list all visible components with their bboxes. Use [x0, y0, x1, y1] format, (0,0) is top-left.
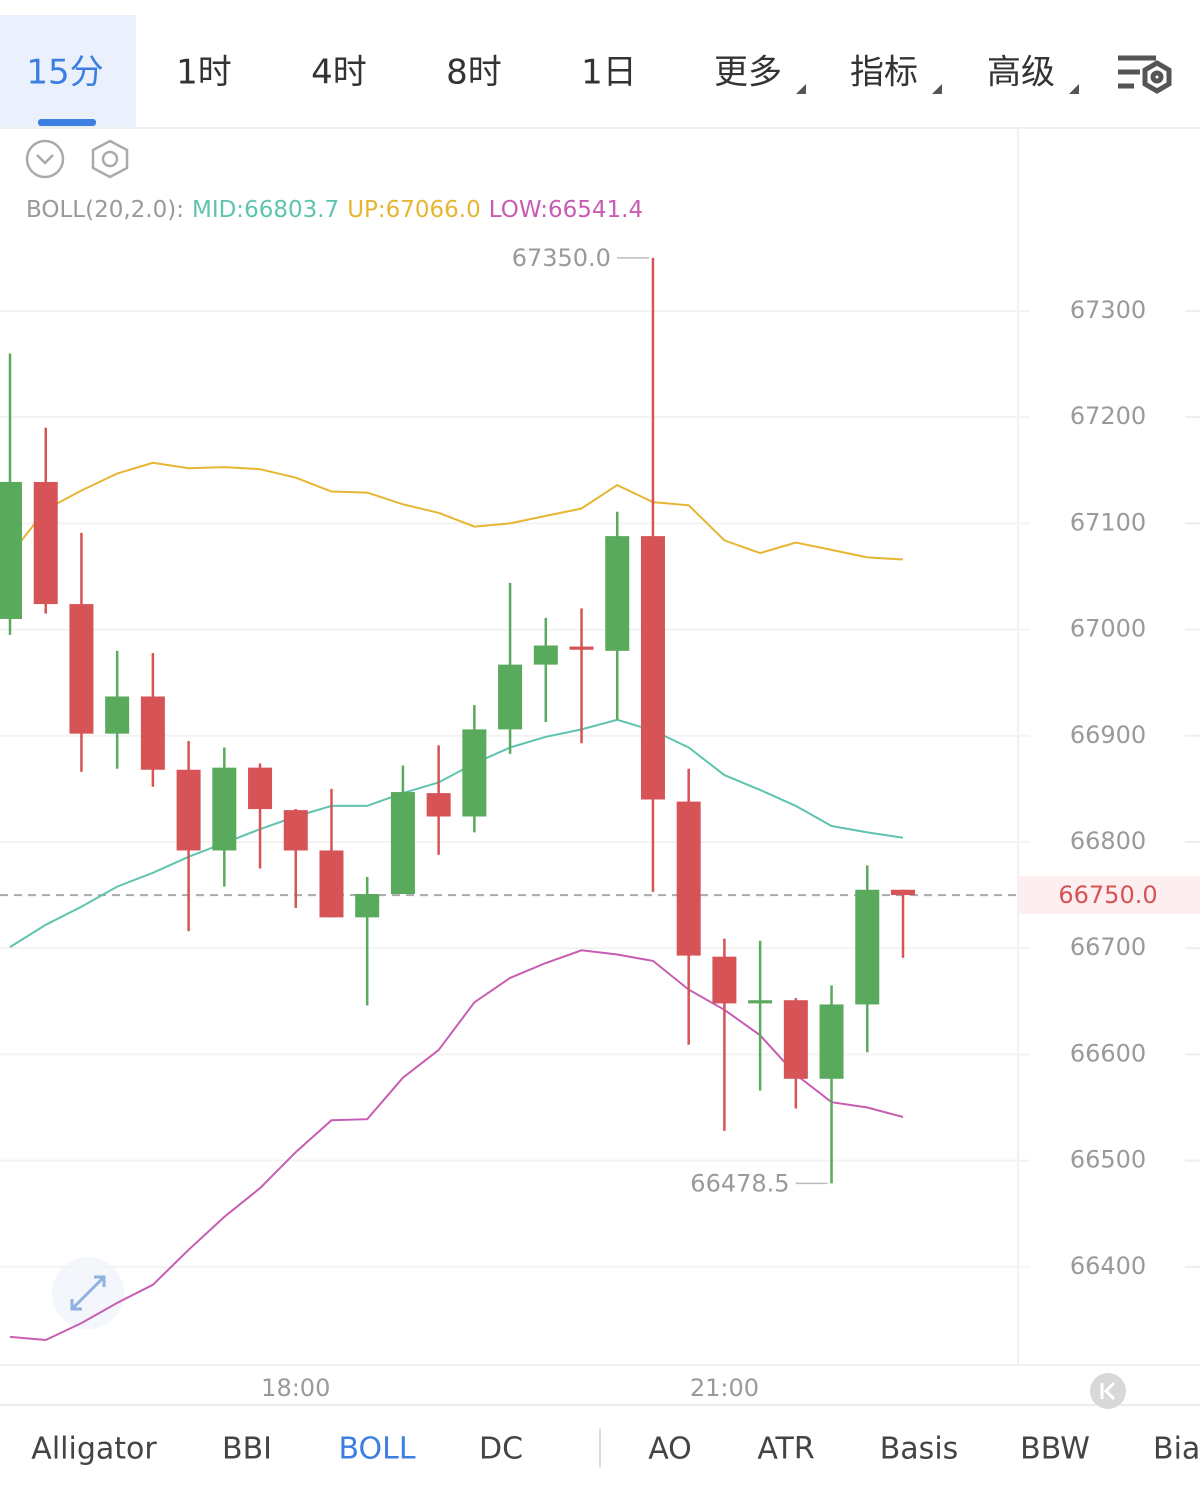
indicator-tab[interactable]: ATR	[757, 1432, 814, 1467]
indicator-tab[interactable]: BBI	[222, 1432, 272, 1467]
timeframe-tab[interactable]: 8时	[446, 53, 502, 93]
candle-body	[712, 956, 737, 1004]
indicator-tab[interactable]: Alligator	[31, 1432, 157, 1467]
boll-line	[9, 461, 904, 561]
candle-body	[640, 536, 665, 800]
x-tick-label: 21:00	[690, 1374, 759, 1402]
timeframe-tab[interactable]: 4时	[311, 53, 367, 93]
boll-line	[9, 949, 904, 1342]
indicator-tab[interactable]: DC	[479, 1432, 523, 1467]
candle-body	[819, 1004, 844, 1079]
x-tick-label: 18:00	[261, 1374, 330, 1402]
y-tick-label: 67200	[1070, 402, 1146, 430]
timeframe-tab[interactable]: 更多	[714, 53, 782, 93]
min-label: 66478.5	[690, 1169, 789, 1197]
settings-hex-icon[interactable]	[91, 139, 129, 179]
candle-body	[319, 850, 344, 918]
y-tick-label: 67300	[1070, 296, 1146, 324]
indicator-legend: BOLL(20,2.0): MID:66803.7 UP:67066.0 LOW:66…	[26, 197, 643, 223]
legend-value: 67066.0	[386, 197, 481, 223]
candle-body	[33, 481, 58, 605]
candle-body	[533, 645, 558, 665]
dropdown-arrow	[796, 84, 806, 94]
candle-body	[283, 810, 308, 851]
timeframe-tab[interactable]: 15分	[26, 53, 103, 93]
dropdown-arrow	[932, 84, 942, 94]
candle-body	[0, 481, 22, 619]
indicator-tab[interactable]: Basis	[880, 1432, 959, 1467]
candle-body	[390, 792, 415, 895]
timeframe-tab[interactable]: 1时	[176, 53, 232, 93]
legend-value: 66803.7	[244, 197, 339, 223]
candle-body	[140, 696, 165, 770]
candle-body	[105, 696, 130, 734]
legend-name: MID:	[192, 197, 244, 223]
candle-body	[748, 1000, 773, 1004]
indicator-name: BOLL(20,2.0):	[26, 197, 184, 223]
active-tab-bg	[0, 15, 136, 127]
active-tab-indicator	[38, 119, 96, 126]
candle-body	[212, 767, 237, 851]
indicator-tab[interactable]: BBW	[1020, 1432, 1090, 1467]
candle-body	[176, 769, 201, 851]
y-tick-label: 67100	[1070, 508, 1146, 536]
candle-body	[426, 793, 451, 817]
candle-body	[783, 1000, 808, 1079]
indicator-tab[interactable]: BOLL	[338, 1432, 415, 1467]
candle-body	[676, 801, 701, 956]
boll-line	[9, 718, 904, 948]
indicator-tab[interactable]: Bias	[1153, 1432, 1200, 1467]
y-tick-label: 67000	[1070, 615, 1146, 643]
candle-body	[569, 646, 594, 650]
timeframe-tab[interactable]: 指标	[850, 53, 918, 93]
dropdown-arrow	[1069, 84, 1079, 94]
y-tick-label: 66900	[1070, 721, 1146, 749]
expand-button[interactable]	[52, 1257, 124, 1329]
indicator-tab[interactable]: AO	[648, 1432, 692, 1467]
candle-body	[462, 729, 487, 817]
y-tick-label: 66700	[1070, 933, 1146, 961]
candle-body	[248, 767, 273, 810]
y-tick-label: 66600	[1070, 1039, 1146, 1067]
collapse-icon[interactable]	[25, 139, 65, 179]
candle-body	[69, 604, 94, 734]
y-tick-label: 66800	[1070, 827, 1146, 855]
y-tick-label: 66500	[1070, 1146, 1146, 1174]
scroll-latest-button[interactable]	[1090, 1373, 1126, 1409]
candle-body	[891, 889, 915, 896]
candle-body	[498, 664, 523, 730]
candle-body	[605, 536, 630, 651]
max-label: 67350.0	[512, 244, 611, 272]
timeframe-tab[interactable]: 高级	[987, 53, 1055, 93]
legend-name: UP:	[347, 197, 385, 223]
candle-body	[855, 889, 880, 1005]
settings-icon[interactable]	[1118, 55, 1172, 94]
candle-body	[355, 894, 380, 918]
last-price-box	[1018, 876, 1200, 915]
legend-name: LOW:	[489, 197, 548, 223]
y-tick-label: 66400	[1070, 1252, 1146, 1280]
last-price-label: 66750.0	[1058, 881, 1157, 909]
timeframe-tab[interactable]: 1日	[581, 53, 637, 93]
legend-value: 66541.4	[548, 197, 643, 223]
